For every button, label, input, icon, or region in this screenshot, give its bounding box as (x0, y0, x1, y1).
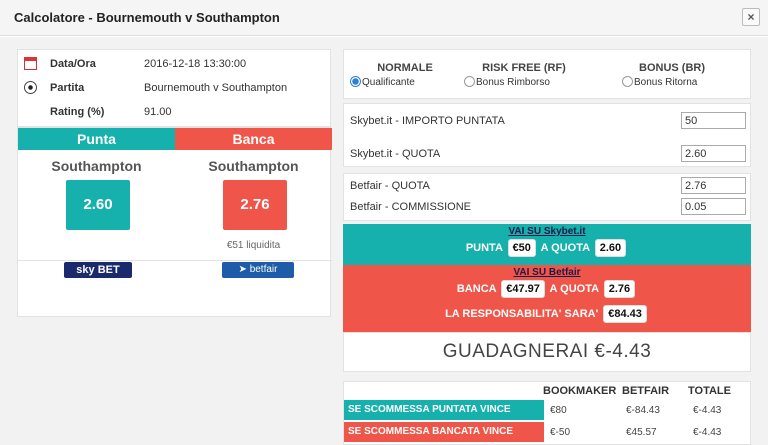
row-punta-total: €-4.43 (693, 405, 722, 416)
profit-result: GUADAGNERAI €-4.43 (442, 341, 652, 362)
match-value: Bournemouth v Southampton (144, 82, 288, 94)
mode-option[interactable]: Bonus Rimborso (464, 76, 584, 88)
skybet-logo[interactable]: sky BET (64, 262, 132, 278)
punta-header: Punta (18, 128, 175, 150)
logo-row: sky BET ➤ betfair (18, 260, 332, 278)
skybet-link[interactable]: VAI SU Skybet.it (508, 226, 586, 237)
row-banca-bookmaker: €-50 (550, 427, 571, 438)
row-punta-vince-label: SE SCOMMESSA PUNTATA VINCE (344, 400, 544, 420)
stake-label: Skybet.it - IMPORTO PUNTATA (350, 115, 505, 127)
header-totale: TOTALE (688, 385, 731, 397)
punta-line: PUNTA €50 A QUOTA 2.60 (343, 239, 751, 257)
liability-chip: €84.43 (603, 305, 647, 323)
banca-header: Banca (175, 128, 332, 150)
mode-option[interactable]: Qualificante (350, 76, 460, 88)
banca-instruction: VAI SU Betfair BANCA €47.97 A QUOTA 2.76… (343, 265, 751, 332)
match-info-panel: Data/Ora 2016-12-18 13:30:00 Partita Bou… (17, 49, 331, 127)
punta-team: Southampton (51, 158, 142, 174)
skybet-logo-text: sky BET (76, 264, 120, 276)
row-punta-betfair: €-84.43 (626, 405, 660, 416)
date-label: Data/Ora (50, 58, 96, 70)
mode-normale[interactable]: NORMALE Qualificante (350, 62, 460, 88)
banca-line: BANCA €47.97 A QUOTA 2.76 (343, 280, 751, 298)
rating-value: 91.00 (144, 106, 172, 118)
banca-amount-chip: €47.97 (501, 280, 545, 298)
mode-selector: NORMALE Qualificante RISK FREE (RF) Bonu… (343, 49, 751, 99)
radio-selected-icon[interactable] (350, 76, 361, 87)
punta-column: Punta Southampton 2.60 (18, 128, 175, 318)
row-banca-vince-label: SE SCOMMESSA BANCATA VINCE (344, 422, 544, 442)
mode-title: BONUS (BR) (639, 62, 705, 74)
punta-action: PUNTA (465, 242, 503, 254)
stake-input[interactable] (681, 112, 746, 129)
modal-title: Calcolatore - Bournemouth v Southampton (14, 10, 280, 25)
punta-banca-panel: Punta Southampton 2.60 Banca Southampton… (17, 127, 332, 318)
betfair-link[interactable]: VAI SU Betfair (513, 267, 581, 278)
row-punta-bookmaker: €80 (550, 405, 567, 416)
close-button[interactable]: × (742, 8, 760, 26)
soccer-ball-icon (24, 81, 37, 94)
mode-risk-free[interactable]: RISK FREE (RF) Bonus Rimborso (464, 62, 584, 88)
punta-amount-chip: €50 (507, 239, 536, 257)
punta-odds-box: 2.60 (66, 180, 130, 230)
calendar-icon (24, 57, 37, 70)
liability-label: LA RESPONSABILITA' SARA' (445, 308, 599, 320)
bookmaker-odds-input[interactable] (681, 145, 746, 162)
banca-action: BANCA (456, 283, 497, 295)
banca-liquidity: €51 liquidita (226, 240, 281, 251)
mode-title: NORMALE (377, 62, 433, 74)
mode-bonus[interactable]: BONUS (BR) Bonus Ritorna (622, 62, 722, 88)
banca-odds-chip: 2.76 (603, 280, 636, 298)
banca-column: Banca Southampton 2.76 €51 liquidita (175, 128, 332, 318)
modal-header: Calcolatore - Bournemouth v Southampton … (0, 0, 768, 36)
liability-line: LA RESPONSABILITA' SARA' €84.43 (343, 305, 751, 323)
info-row-rating: Rating (%) 91.00 (18, 102, 330, 122)
mode-option-label: Bonus Ritorna (634, 77, 698, 88)
mode-option-label: Bonus Rimborso (476, 77, 550, 88)
commission-input[interactable] (681, 198, 746, 215)
radio-icon[interactable] (464, 76, 475, 87)
mode-option[interactable]: Bonus Ritorna (622, 76, 722, 88)
radio-icon[interactable] (622, 76, 633, 87)
header-bookmaker: BOOKMAKER (543, 385, 617, 397)
exchange-form: Betfair - QUOTA Betfair - COMMISSIONE (343, 173, 751, 221)
modal-body: Data/Ora 2016-12-18 13:30:00 Partita Bou… (0, 37, 768, 445)
match-label: Partita (50, 82, 85, 94)
result-panel: GUADAGNERAI €-4.43 (343, 332, 751, 372)
betfair-logo-text: betfair (249, 264, 278, 275)
row-banca-betfair: €45.57 (626, 427, 657, 438)
banca-odds-word: A QUOTA (549, 283, 599, 295)
header-betfair: BETFAIR (622, 385, 670, 397)
info-row-date: Data/Ora 2016-12-18 13:30:00 (18, 54, 330, 74)
rating-label: Rating (%) (50, 106, 105, 118)
commission-label: Betfair - COMMISSIONE (350, 201, 472, 213)
banca-team: Southampton (208, 158, 299, 174)
banca-odds-box: 2.76 (223, 180, 287, 230)
betfair-logo[interactable]: ➤ betfair (222, 262, 294, 278)
summary-table: BOOKMAKER BETFAIR TOTALE SE SCOMMESSA PU… (343, 381, 751, 445)
mode-option-label: Qualificante (362, 77, 415, 88)
punta-odds-chip: 2.60 (594, 239, 627, 257)
info-row-match: Partita Bournemouth v Southampton (18, 78, 330, 98)
bookmaker-odds-label: Skybet.it - QUOTA (350, 148, 441, 160)
row-banca-total: €-4.43 (693, 427, 722, 438)
mode-title: RISK FREE (RF) (482, 62, 566, 74)
exchange-odds-label: Betfair - QUOTA (350, 180, 430, 192)
exchange-odds-input[interactable] (681, 177, 746, 194)
bookmaker-form: Skybet.it - IMPORTO PUNTATA Skybet.it - … (343, 103, 751, 167)
punta-instruction: VAI SU Skybet.it PUNTA €50 A QUOTA 2.60 (343, 224, 751, 265)
punta-odds-word: A QUOTA (540, 242, 590, 254)
date-value: 2016-12-18 13:30:00 (144, 58, 247, 70)
